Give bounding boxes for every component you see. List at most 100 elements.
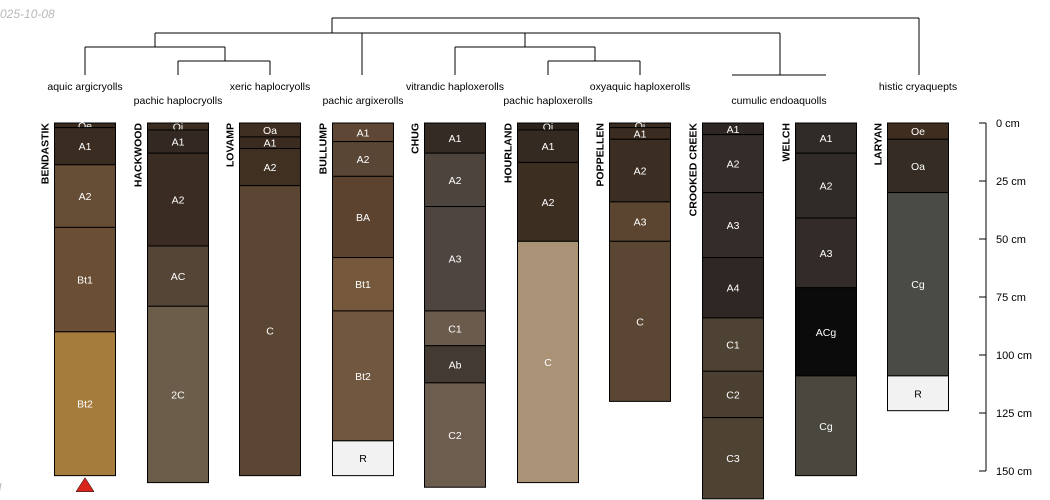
- horizon-crooked-creek-a4: [702, 257, 764, 319]
- horizon-label: A2: [79, 191, 92, 203]
- horizon-bullump-ba: [332, 175, 394, 259]
- horizon-label: Oa: [911, 161, 925, 173]
- horizon-label: Oe: [911, 126, 925, 138]
- horizon-label: C1: [448, 323, 462, 335]
- profile-bullump: A1 A2 BA Bt1 Bt2 R BULLUMP: [318, 122, 394, 477]
- horizon-laryan-r: [887, 375, 949, 412]
- horizon-label: A4: [727, 283, 740, 295]
- horizon-chug-a2: [424, 152, 486, 208]
- horizon-poppellen-a3: [609, 201, 671, 242]
- profile-chug: A1 A2 A3 C1 Ab C2 CHUG: [410, 122, 486, 488]
- depth-tick-label: 75 cm: [996, 292, 1026, 304]
- horizon-label: Oi: [173, 121, 184, 133]
- horizon-chug-c1: [424, 310, 486, 347]
- horizon-label: A1: [820, 133, 833, 145]
- horizon-crooked-creek-c3: [702, 417, 764, 500]
- horizon-label: Bt2: [355, 371, 371, 383]
- horizon-chug-c2: [424, 382, 486, 488]
- horizon-label: Oa: [263, 125, 277, 137]
- horizon-label: Bt1: [355, 279, 371, 291]
- horizon-label: A3: [634, 217, 647, 229]
- horizon-label: A3: [820, 248, 833, 260]
- taxon-label-bendastik: aquic argicryolls: [47, 81, 122, 93]
- profile-hackwood: Oi A1 A2 AC 2C HACKWOOD: [133, 121, 209, 484]
- horizon-bullump-a2: [332, 141, 394, 177]
- profile-name-hackwood: HACKWOOD: [133, 123, 145, 188]
- horizon-crooked-creek-a3: [702, 192, 764, 259]
- profile-welch: A1 A2 A3 ACg Cg WELCH: [781, 122, 857, 477]
- horizon-label: A2: [542, 197, 555, 209]
- horizon-label: Oi: [635, 120, 646, 132]
- horizon-label: C: [266, 326, 274, 338]
- horizon-label: BA: [356, 212, 370, 224]
- horizon-label: ACg: [816, 327, 837, 339]
- taxon-label-chug: vitrandic haploxerolls: [406, 81, 504, 93]
- depth-tick-label: 25 cm: [996, 176, 1026, 188]
- horizon-label: A1: [542, 141, 555, 153]
- horizon-label: Oi: [543, 121, 554, 133]
- horizon-hourland-a2: [517, 161, 579, 242]
- horizon-hourland-c: [517, 240, 579, 484]
- horizon-welch-a3: [795, 217, 857, 289]
- horizon-lovamp-c: [239, 185, 301, 477]
- taxon-label-lovamp: xeric haplocryolls: [230, 81, 311, 93]
- horizon-label: A1: [172, 137, 185, 149]
- horizon-label: A2: [172, 195, 185, 207]
- horizon-label: A1: [449, 133, 462, 145]
- horizon-label: 2C: [171, 389, 185, 401]
- taxon-label-poppellen: oxyaquic haploxerolls: [590, 81, 690, 93]
- horizon-chug-ab: [424, 345, 486, 384]
- profile-name-chug: CHUG: [410, 123, 422, 154]
- horizon-label: A3: [449, 254, 462, 266]
- horizon-label: Bt2: [77, 399, 93, 411]
- profile-name-crooked-creek: CROOKED CREEK: [688, 123, 700, 217]
- depth-tick-label: 125 cm: [996, 408, 1032, 420]
- date-label: 025-10-08: [0, 7, 55, 21]
- profile-crooked-creek: A1 A2 A3 A4 C1 C2 C3 CROOKED CREEK: [688, 122, 764, 500]
- horizon-label: A3: [727, 220, 740, 232]
- horizon-label: A1: [264, 138, 277, 150]
- horizon-label: C: [544, 357, 552, 369]
- horizon-laryan-oa: [887, 138, 949, 194]
- depth-axis: 0 cm 25 cm 50 cm 75 cm 100 cm 125 cm 150 cm: [979, 118, 1032, 478]
- taxon-label-hourland: pachic haploxerolls: [503, 95, 592, 107]
- horizon-label: A2: [449, 175, 462, 187]
- horizon-label: A1: [634, 128, 647, 140]
- dendrogram: [84, 17, 920, 76]
- profile-name-poppellen: POPPELLEN: [595, 123, 607, 187]
- corner-mark: ll: [0, 481, 1, 495]
- horizon-label: C2: [726, 389, 740, 401]
- horizon-welch-cg: [795, 375, 857, 477]
- horizon-bendastik-a2: [54, 164, 116, 228]
- horizon-label: A1: [79, 141, 92, 153]
- taxon-label-bullump: pachic argixerolls: [322, 95, 403, 107]
- profile-name-laryan: LARYAN: [873, 123, 885, 165]
- horizon-label: A2: [357, 154, 370, 166]
- horizon-label: A2: [264, 162, 277, 174]
- horizon-welch-a2: [795, 152, 857, 219]
- horizon-label: C3: [726, 453, 740, 465]
- horizon-bullump-r: [332, 440, 394, 477]
- taxon-label-hackwood: pachic haplocryolls: [134, 95, 223, 107]
- horizon-label: C: [636, 316, 644, 328]
- horizon-bendastik-bt1: [54, 226, 116, 333]
- horizon-label: A1: [357, 127, 370, 139]
- horizon-label: Bt1: [77, 275, 93, 287]
- horizon-label: R: [359, 453, 367, 465]
- horizon-label: Ab: [449, 359, 462, 371]
- profile-laryan: Oe Oa Cg R LARYAN: [873, 122, 949, 412]
- depth-tick-label: 0 cm: [996, 118, 1020, 130]
- horizon-bendastik-bt2: [54, 331, 116, 477]
- horizon-hourland-a1: [517, 129, 579, 163]
- horizon-welch-a1: [795, 122, 857, 154]
- horizon-hackwood-a2: [147, 152, 209, 247]
- horizon-chug-a1: [424, 122, 486, 154]
- horizon-label: Cg: [911, 279, 925, 291]
- horizon-crooked-creek-c1: [702, 317, 764, 372]
- depth-tick-label: 150 cm: [996, 466, 1032, 478]
